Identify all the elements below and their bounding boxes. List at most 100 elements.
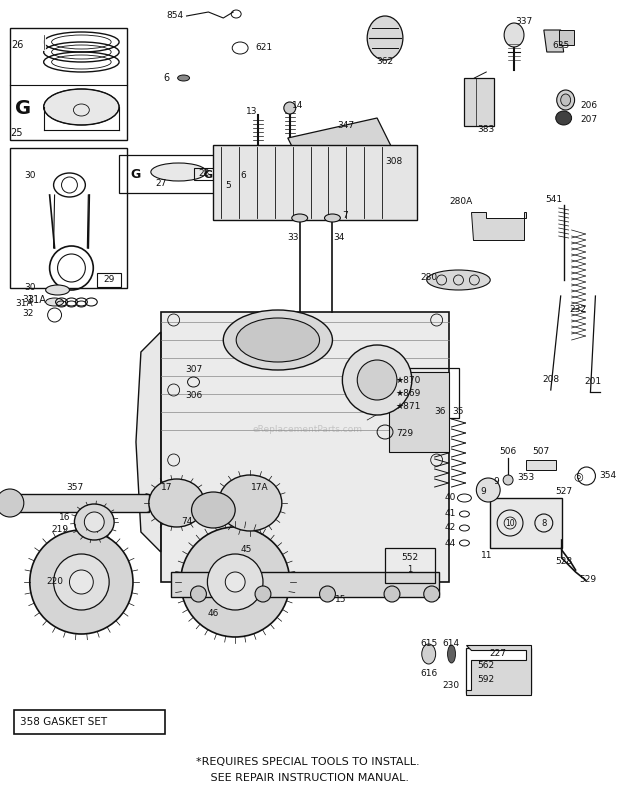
Text: 14: 14 <box>292 102 303 111</box>
Text: 220: 220 <box>46 578 63 586</box>
Text: 16: 16 <box>59 513 70 522</box>
Text: 9: 9 <box>480 488 486 497</box>
Text: 362: 362 <box>376 58 394 66</box>
Text: 552: 552 <box>401 553 418 562</box>
Text: 41: 41 <box>445 509 456 518</box>
Ellipse shape <box>556 111 572 125</box>
Ellipse shape <box>0 489 24 517</box>
Text: 17: 17 <box>161 484 172 493</box>
Text: G: G <box>131 168 141 182</box>
Text: G: G <box>15 99 31 118</box>
Ellipse shape <box>384 586 400 602</box>
Text: 31A: 31A <box>15 300 32 308</box>
Polygon shape <box>544 30 564 52</box>
Text: 40: 40 <box>445 493 456 502</box>
Text: 1: 1 <box>407 566 412 574</box>
Text: 32: 32 <box>22 309 33 319</box>
Polygon shape <box>466 645 531 695</box>
Ellipse shape <box>422 644 436 664</box>
Ellipse shape <box>43 89 119 125</box>
Text: 383: 383 <box>477 126 495 135</box>
Text: 354: 354 <box>600 472 616 481</box>
Bar <box>161 312 448 582</box>
Ellipse shape <box>560 94 570 106</box>
Text: 507: 507 <box>532 448 549 457</box>
Bar <box>490 498 562 548</box>
Bar <box>119 155 218 193</box>
Bar <box>464 78 494 126</box>
Ellipse shape <box>223 310 332 370</box>
Text: 306: 306 <box>185 391 202 400</box>
Ellipse shape <box>504 23 524 47</box>
Text: 280: 280 <box>420 273 437 283</box>
Text: 34: 34 <box>334 234 345 243</box>
Bar <box>392 368 459 418</box>
Polygon shape <box>136 332 161 552</box>
Text: 621: 621 <box>255 43 272 53</box>
Text: 232: 232 <box>569 305 586 315</box>
Ellipse shape <box>319 586 335 602</box>
Text: G: G <box>204 170 213 180</box>
Text: 614: 614 <box>442 638 459 647</box>
Text: 26: 26 <box>12 40 24 50</box>
Text: 17A: 17A <box>251 484 269 493</box>
Text: 207: 207 <box>580 115 598 124</box>
Text: 280A: 280A <box>450 198 473 207</box>
Text: 616: 616 <box>420 669 437 678</box>
Ellipse shape <box>30 530 133 634</box>
Text: 337: 337 <box>515 18 533 26</box>
Bar <box>170 572 438 597</box>
Bar <box>10 28 127 140</box>
Text: 9: 9 <box>494 477 499 486</box>
Bar <box>213 145 417 220</box>
Bar <box>10 494 149 512</box>
Text: 13: 13 <box>246 107 258 116</box>
Bar <box>193 168 215 180</box>
Ellipse shape <box>74 504 114 540</box>
Ellipse shape <box>448 645 456 663</box>
Bar <box>14 710 165 734</box>
Ellipse shape <box>190 586 206 602</box>
Polygon shape <box>559 30 574 45</box>
Text: 45: 45 <box>241 545 252 554</box>
Bar <box>526 460 556 470</box>
Text: 219: 219 <box>51 525 68 534</box>
Ellipse shape <box>292 214 308 222</box>
Text: 44: 44 <box>445 538 456 548</box>
Ellipse shape <box>208 554 263 610</box>
Text: 15: 15 <box>335 595 346 605</box>
Text: 8: 8 <box>541 518 546 528</box>
Ellipse shape <box>427 270 490 290</box>
Ellipse shape <box>503 475 513 485</box>
Text: 10: 10 <box>505 518 515 528</box>
Ellipse shape <box>46 298 63 306</box>
Ellipse shape <box>180 527 290 637</box>
Ellipse shape <box>84 512 104 532</box>
Bar <box>10 148 127 288</box>
Ellipse shape <box>46 285 69 295</box>
Text: 35: 35 <box>453 408 464 417</box>
Text: 33: 33 <box>287 234 298 243</box>
Ellipse shape <box>255 586 271 602</box>
Text: 227: 227 <box>490 649 507 658</box>
Text: eReplacementParts.com: eReplacementParts.com <box>252 425 363 434</box>
Text: 854: 854 <box>166 11 184 21</box>
Ellipse shape <box>192 492 235 528</box>
Text: 74: 74 <box>181 517 192 526</box>
Ellipse shape <box>149 479 205 527</box>
Bar <box>466 648 531 693</box>
Ellipse shape <box>357 360 397 400</box>
Ellipse shape <box>284 102 296 114</box>
Ellipse shape <box>69 570 93 594</box>
Polygon shape <box>288 118 392 168</box>
Bar <box>385 548 435 583</box>
Text: 31: 31 <box>22 296 33 304</box>
Text: 27: 27 <box>155 179 166 187</box>
Text: ◎: ◎ <box>574 471 583 481</box>
Ellipse shape <box>423 586 440 602</box>
Text: 36: 36 <box>434 408 445 417</box>
Text: 592: 592 <box>477 674 495 683</box>
Text: 206: 206 <box>580 100 598 110</box>
Text: 7: 7 <box>342 211 348 219</box>
Bar <box>97 273 121 287</box>
